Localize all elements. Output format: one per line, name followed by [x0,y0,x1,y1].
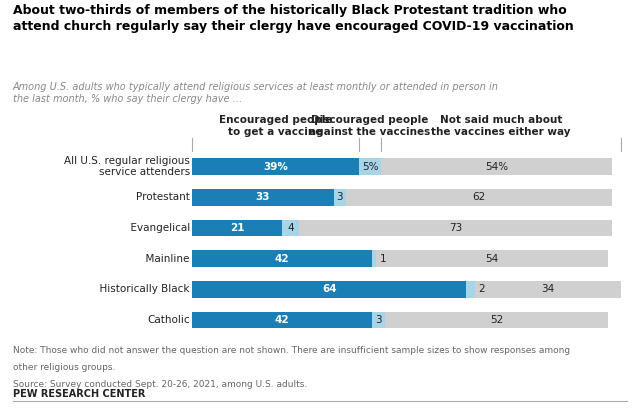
Text: Source: Survey conducted Sept. 20-26, 2021, among U.S. adults.: Source: Survey conducted Sept. 20-26, 20… [13,380,307,389]
Text: All U.S. regular religious
service attenders: All U.S. regular religious service atten… [64,156,190,178]
Bar [282,220,300,236]
Text: Among U.S. adults who typically attend religious services at least monthly or at: Among U.S. adults who typically attend r… [13,82,499,104]
Text: 21: 21 [230,223,244,233]
Text: 54%: 54% [485,162,508,172]
Text: 39%: 39% [263,162,288,172]
Text: 5%: 5% [362,162,378,172]
Bar [192,189,333,206]
Text: PEW RESEARCH CENTER: PEW RESEARCH CENTER [13,389,145,399]
Text: Not said much about
the vaccines either way: Not said much about the vaccines either … [431,115,570,137]
Text: 42: 42 [275,254,289,264]
Bar [475,281,621,298]
Text: 2: 2 [479,284,485,294]
Text: 42: 42 [275,315,289,325]
Text: 34: 34 [541,284,554,294]
Bar [192,312,372,328]
Text: Historically Black: Historically Black [93,284,190,294]
Bar [385,312,608,328]
Text: Evangelical: Evangelical [124,223,190,233]
Text: 73: 73 [449,223,462,233]
Bar [192,250,372,267]
Text: 3: 3 [375,315,382,325]
Text: other religious groups.: other religious groups. [13,363,115,372]
Text: 64: 64 [322,284,337,294]
Bar [359,158,381,175]
Text: 33: 33 [255,192,270,202]
Text: 54: 54 [486,254,499,264]
Text: Note: Those who did not answer the question are not shown. There are insufficien: Note: Those who did not answer the quest… [13,346,570,355]
Text: About two-thirds of members of the historically Black Protestant tradition who
a: About two-thirds of members of the histo… [13,4,573,33]
Text: Protestant: Protestant [136,192,190,202]
Text: 1: 1 [380,254,387,264]
Bar [372,250,376,267]
Text: Discouraged people
against the vaccines: Discouraged people against the vaccines [309,115,431,137]
Bar [346,189,612,206]
Text: Encouraged people
to get a vaccine: Encouraged people to get a vaccine [219,115,332,137]
Text: Catholic: Catholic [147,315,190,325]
Text: Mainline: Mainline [140,254,190,264]
Bar [467,281,475,298]
Bar [300,220,612,236]
Bar [381,158,612,175]
Bar [372,312,385,328]
Text: 3: 3 [337,192,343,202]
Text: 4: 4 [287,223,294,233]
Bar [192,220,282,236]
Text: 52: 52 [490,315,503,325]
Bar [376,250,608,267]
Bar [192,281,467,298]
Text: 62: 62 [473,192,486,202]
Bar [192,158,359,175]
Bar [333,189,346,206]
